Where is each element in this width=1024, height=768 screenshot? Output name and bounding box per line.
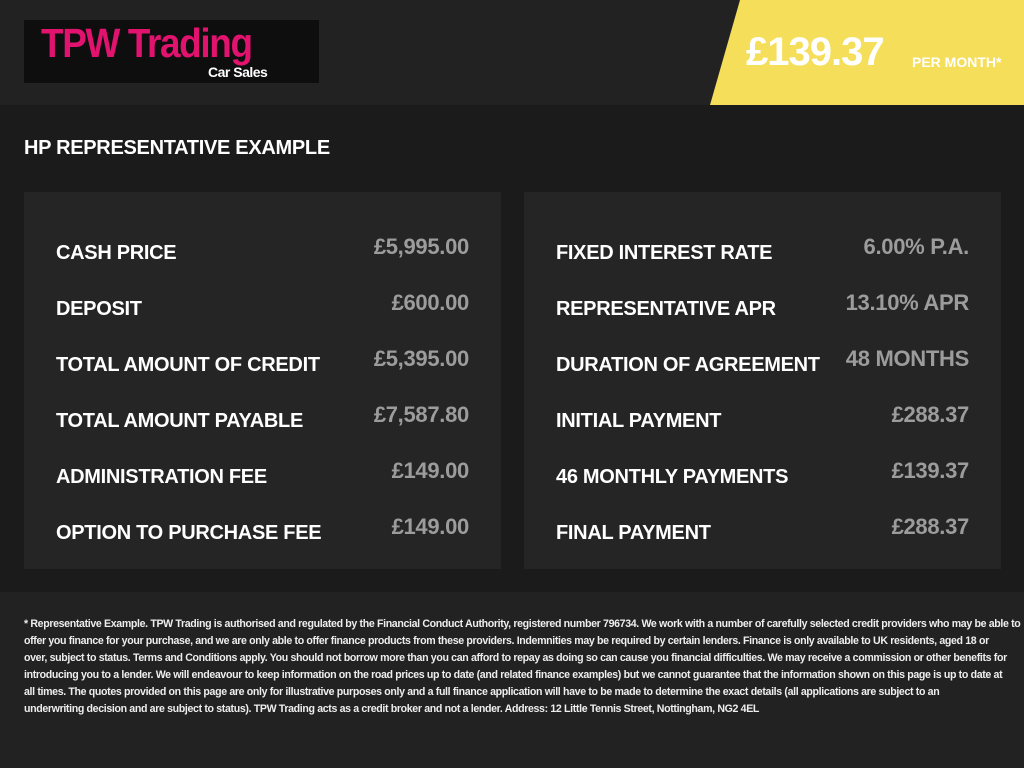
finance-row: DURATION OF AGREEMENT 48 MONTHS bbox=[556, 334, 969, 390]
finance-label: ADMINISTRATION FEE bbox=[56, 465, 267, 488]
finance-value: £7,587.80 bbox=[373, 402, 469, 427]
page-title: HP REPRESENTATIVE EXAMPLE bbox=[24, 137, 330, 159]
finance-value: £288.37 bbox=[891, 514, 970, 539]
finance-row: INITIAL PAYMENT £288.37 bbox=[556, 390, 969, 446]
disclaimer-line: offer you finance for your purchase, and… bbox=[24, 635, 989, 647]
finance-value: £149.00 bbox=[391, 458, 470, 483]
finance-row: OPTION TO PURCHASE FEE £149.00 bbox=[56, 502, 469, 558]
finance-label: OPTION TO PURCHASE FEE bbox=[56, 521, 322, 544]
logo-subtext: Car Sales bbox=[208, 64, 268, 80]
finance-card-right: FIXED INTEREST RATE 6.00% P.A. REPRESENTAT… bbox=[524, 192, 1001, 569]
finance-value: 48 MONTHS bbox=[845, 346, 970, 371]
finance-row: DEPOSIT £600.00 bbox=[56, 278, 469, 334]
disclaimer-line: introducing you to a lender. We will end… bbox=[24, 669, 1003, 681]
finance-value: 13.10% APR bbox=[845, 290, 970, 315]
finance-row: TOTAL AMOUNT PAYABLE £7,587.80 bbox=[56, 390, 469, 446]
disclaimer: * Representative Example. TPW Trading is… bbox=[0, 592, 1024, 768]
finance-label: FIXED INTEREST RATE bbox=[556, 241, 773, 264]
logo[interactable]: TPW Trading Car Sales bbox=[24, 20, 319, 83]
header: TPW Trading Car Sales £139.37 PER MONTH* bbox=[0, 0, 1024, 105]
finance-row: TOTAL AMOUNT OF CREDIT £5,395.00 bbox=[56, 334, 469, 390]
finance-row: CASH PRICE £5,995.00 bbox=[56, 222, 469, 278]
monthly-price-banner: £139.37 PER MONTH* bbox=[710, 0, 1024, 105]
finance-value: £139.37 bbox=[891, 458, 970, 483]
finance-label: DEPOSIT bbox=[56, 297, 142, 320]
finance-label: CASH PRICE bbox=[56, 241, 177, 264]
finance-value: £5,395.00 bbox=[373, 346, 469, 371]
logo-text: TPW Trading bbox=[41, 20, 253, 66]
monthly-price: £139.37 bbox=[746, 30, 885, 74]
finance-label: INITIAL PAYMENT bbox=[556, 409, 722, 432]
finance-value: £600.00 bbox=[391, 290, 470, 315]
disclaimer-line: over, subject to status. Terms and Condi… bbox=[24, 652, 1007, 664]
finance-value: £149.00 bbox=[391, 514, 470, 539]
finance-label: REPRESENTATIVE APR bbox=[556, 297, 776, 320]
disclaimer-line: underwriting decision and are subject to… bbox=[24, 703, 760, 715]
finance-label: TOTAL AMOUNT OF CREDIT bbox=[56, 353, 320, 376]
finance-row: FIXED INTEREST RATE 6.00% P.A. bbox=[556, 222, 969, 278]
finance-value: 6.00% P.A. bbox=[863, 234, 970, 259]
disclaimer-line: all times. The quotes provided on this p… bbox=[24, 686, 940, 698]
finance-row: 46 MONTHLY PAYMENTS £139.37 bbox=[556, 446, 969, 502]
finance-label: 46 MONTHLY PAYMENTS bbox=[556, 465, 789, 488]
per-month-label: PER MONTH* bbox=[912, 54, 1002, 70]
finance-card-left: CASH PRICE £5,995.00 DEPOSIT £600.00 TOTAL A… bbox=[24, 192, 501, 569]
disclaimer-line: * Representative Example. TPW Trading is… bbox=[24, 618, 1021, 630]
finance-value: £288.37 bbox=[891, 402, 970, 427]
finance-label: FINAL PAYMENT bbox=[556, 521, 711, 544]
finance-label: DURATION OF AGREEMENT bbox=[556, 353, 820, 376]
finance-value: £5,995.00 bbox=[373, 234, 469, 259]
finance-label: TOTAL AMOUNT PAYABLE bbox=[56, 409, 303, 432]
finance-row: FINAL PAYMENT £288.37 bbox=[556, 502, 969, 558]
finance-row: ADMINISTRATION FEE £149.00 bbox=[56, 446, 469, 502]
finance-row: REPRESENTATIVE APR 13.10% APR bbox=[556, 278, 969, 334]
